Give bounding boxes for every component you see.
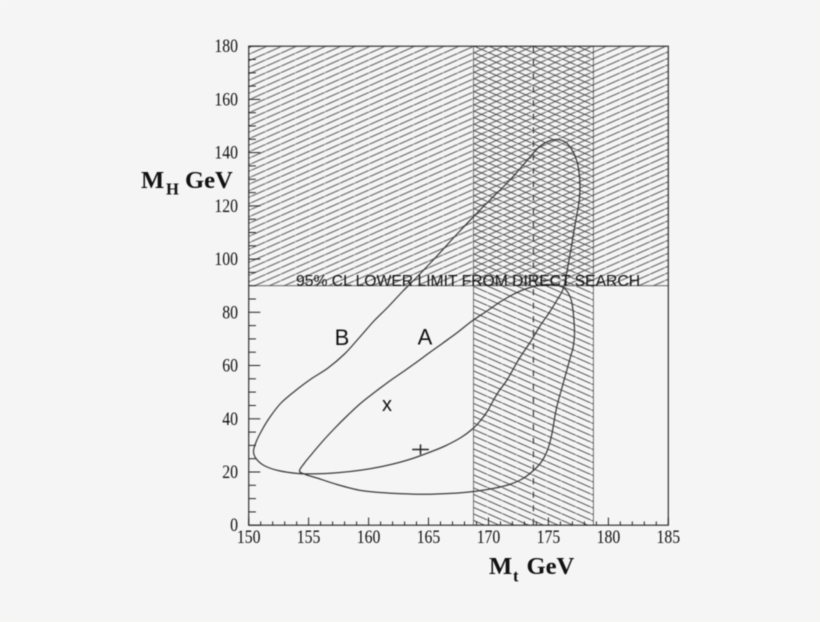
svg-text:GeV: GeV	[185, 167, 233, 194]
svg-text:155: 155	[297, 527, 321, 548]
svg-text:160: 160	[214, 89, 238, 110]
svg-text:180: 180	[214, 36, 238, 57]
svg-text:B: B	[335, 325, 350, 350]
svg-text:H: H	[166, 180, 179, 199]
svg-text:120: 120	[214, 196, 238, 217]
svg-text:180: 180	[597, 527, 621, 548]
svg-text:170: 170	[477, 527, 501, 548]
svg-text:185: 185	[657, 527, 681, 548]
svg-text:100: 100	[214, 249, 238, 270]
svg-text:M: M	[489, 553, 512, 580]
svg-text:160: 160	[357, 527, 381, 548]
svg-text:M: M	[141, 167, 164, 194]
svg-text:175: 175	[537, 527, 561, 548]
svg-text:0: 0	[230, 515, 238, 536]
svg-text:20: 20	[222, 462, 238, 483]
svg-text:140: 140	[214, 143, 238, 164]
svg-text:80: 80	[222, 302, 238, 323]
svg-text:x: x	[382, 394, 392, 416]
svg-text:GeV: GeV	[527, 553, 575, 580]
svg-text:t: t	[513, 567, 519, 586]
svg-text:40: 40	[222, 409, 238, 430]
svg-text:165: 165	[417, 527, 441, 548]
svg-text:150: 150	[237, 527, 261, 548]
svg-text:60: 60	[222, 356, 238, 377]
svg-text:A: A	[418, 325, 433, 350]
svg-text:95% CL LOWER LIMIT FROM DIRECT: 95% CL LOWER LIMIT FROM DIRECT SEARCH	[296, 273, 640, 290]
